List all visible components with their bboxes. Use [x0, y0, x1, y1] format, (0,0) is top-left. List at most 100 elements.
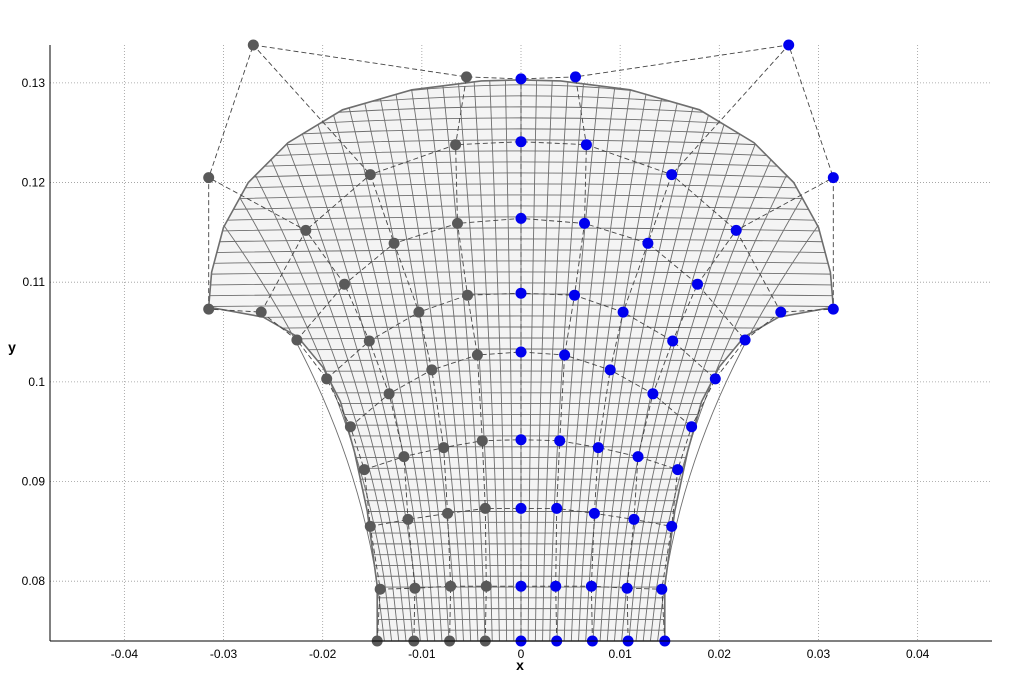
control-point-right [666, 520, 678, 532]
mesh-line-v [642, 175, 787, 642]
y-tick-label: 0.13 [22, 76, 46, 90]
control-point-right [827, 172, 839, 184]
control-point-left [255, 306, 267, 318]
control-point-right [739, 334, 751, 346]
control-point-left [203, 303, 215, 315]
control-point-right [585, 580, 597, 592]
control-point-right [628, 513, 640, 525]
x-tick-label: 0.03 [807, 647, 831, 661]
control-point-left [364, 520, 376, 532]
control-point-right [692, 278, 703, 290]
control-column-line [455, 76, 487, 642]
y-tick-label: 0.08 [22, 574, 46, 588]
control-point-left [398, 451, 410, 463]
mesh-line-v [563, 87, 616, 642]
mesh-line-v [333, 115, 436, 642]
tick-labels: -0.04 -0.03 -0.02 -0.01 0 0.01 0.02 0.03 0.04 0.0… [22, 76, 930, 661]
control-point-left [300, 224, 312, 236]
control-point-left [452, 217, 463, 229]
control-point-right [621, 582, 633, 594]
control-point-right [580, 139, 592, 151]
control-point-left [374, 583, 386, 595]
control-point-right [656, 583, 668, 595]
x-tick-label: 0.04 [906, 647, 930, 661]
mesh-line-v [489, 80, 508, 642]
control-point-right [515, 502, 527, 514]
control-point-left [358, 464, 370, 476]
control-row-line [260, 141, 782, 313]
control-row-line [350, 351, 692, 428]
control-point-left [291, 334, 303, 346]
control-point-left [247, 39, 259, 51]
control-point-right [515, 136, 527, 148]
x-tick-label: -0.02 [309, 647, 337, 661]
control-point-right [554, 435, 566, 447]
control-point-left [388, 237, 400, 249]
control-point-right [672, 464, 684, 476]
mesh-line-v [286, 143, 414, 642]
control-point-right [559, 349, 571, 361]
mesh-line-v [348, 107, 443, 642]
control-point-left [438, 442, 450, 454]
control-point-right [515, 434, 527, 446]
mesh-line-v [606, 115, 709, 642]
mesh-line-v [504, 80, 515, 642]
mesh-line-v [255, 175, 400, 642]
control-point-right [730, 224, 742, 236]
mesh-line-v [628, 143, 756, 642]
control-point-right [783, 39, 795, 51]
y-axis-label: y [8, 339, 16, 355]
mesh-line-v [380, 98, 457, 642]
mesh-line-v [426, 87, 479, 642]
control-point-right [570, 71, 581, 83]
x-tick-label: 0 [518, 647, 525, 661]
control-point-left [476, 435, 488, 447]
control-point-right [515, 212, 527, 224]
y-tick-label: 0.09 [22, 475, 46, 489]
control-point-left [383, 388, 395, 400]
x-tick-label: -0.03 [210, 647, 238, 661]
x-tick-label: 0.01 [608, 647, 632, 661]
control-point-right [666, 169, 678, 181]
control-point-right [667, 335, 679, 347]
control-point-right [551, 502, 563, 514]
mesh-line-v [542, 81, 569, 642]
control-point-right [686, 421, 698, 433]
control-point-left [413, 306, 425, 318]
control-point-left [321, 373, 333, 385]
control-point-right [647, 388, 659, 400]
control-point-left [402, 513, 414, 525]
mesh-line-v [570, 89, 631, 642]
control-point-left [363, 335, 375, 347]
control-point-right [775, 306, 787, 318]
control-point-left [445, 580, 457, 592]
control-point-right [604, 364, 616, 376]
mesh-line-v [549, 83, 584, 642]
control-point-right [592, 442, 604, 454]
control-point-right [632, 451, 644, 463]
mesh-line-v [592, 103, 678, 642]
mesh-line-v [599, 107, 694, 642]
mesh-line-v [364, 103, 450, 642]
control-point-left [364, 169, 376, 181]
axes [49, 45, 992, 642]
control-point-left [450, 139, 462, 151]
y-tick-label: 0.11 [23, 275, 46, 289]
x-tick-label: -0.04 [111, 647, 139, 661]
control-point-left [462, 289, 473, 301]
control-point-right [642, 237, 654, 249]
control-point-left [339, 278, 350, 290]
control-point-right [569, 289, 580, 301]
control-point-left [426, 364, 438, 376]
mesh-line-v [473, 81, 500, 642]
control-point-right [827, 303, 839, 315]
control-column-line [555, 76, 587, 642]
control-point-left [480, 580, 492, 592]
mesh-line-v [442, 85, 486, 642]
x-axis-label: x [516, 657, 524, 673]
mesh-line-v [649, 197, 803, 642]
mesh-line-v [223, 225, 385, 642]
x-tick-label: 0.02 [708, 647, 732, 661]
control-row-line [208, 44, 834, 310]
y-tick-label: 0.1 [28, 375, 45, 389]
